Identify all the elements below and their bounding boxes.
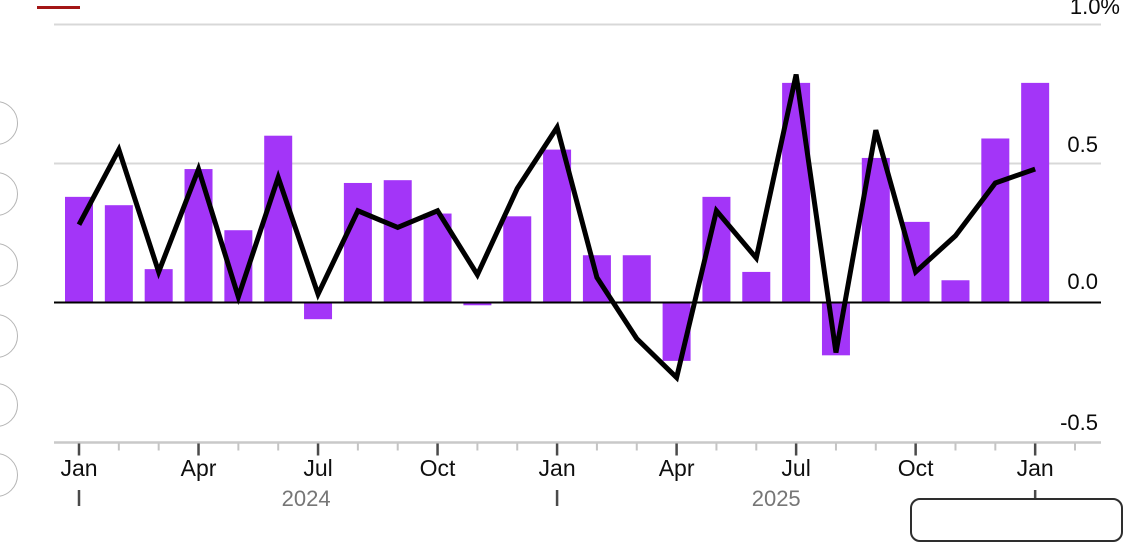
x-label-6-Jul: Jul (781, 455, 810, 481)
x-label-7-Oct: Oct (898, 455, 934, 481)
cpi-combo-chart: Jan Apr Jul Oct Jan Apr Jul Oct Jan 2024 2025 (54, 23, 1101, 509)
y-axis-label-1.0pct: 1.0% (1069, 0, 1120, 19)
x-label-2-Jul: Jul (303, 455, 332, 481)
bar-Nov-2024 (463, 302, 492, 306)
bar-Dec-2025 (981, 138, 1010, 303)
x-label-8-Jan: Jan (1017, 455, 1054, 481)
bar-Sep-2024 (383, 180, 412, 303)
bar-Jun-2024 (264, 135, 293, 303)
y-axis-label-neg0.5: -0.5 (1060, 410, 1098, 435)
bar-Aug-2024 (343, 182, 372, 303)
top-left-red-mark (37, 6, 80, 9)
period-selector-box[interactable] (910, 498, 1123, 542)
x-label-1-Apr: Apr (181, 455, 217, 481)
trend-line (76, 74, 1036, 383)
y-axis-label-0.0: 0.0 (1067, 269, 1098, 294)
bar-Jun-2025 (742, 271, 771, 303)
year-label-2024: 2024 (282, 486, 331, 509)
x-label-3-Oct: Oct (420, 455, 456, 481)
x-label-0-Jan: Jan (60, 455, 97, 481)
x-label-5-Apr: Apr (659, 455, 695, 481)
bar-Mar-2025 (622, 255, 651, 303)
x-label-4-Jan: Jan (539, 455, 576, 481)
y-axis-label-0.5: 0.5 (1067, 132, 1098, 157)
bar-Nov-2025 (941, 280, 970, 303)
bar-Dec-2024 (503, 216, 532, 303)
bar-Feb-2024 (104, 205, 133, 303)
bar-Jan-2024 (65, 196, 93, 303)
bar-Jan-2026 (1021, 82, 1050, 303)
bar-Jul-2024 (304, 302, 333, 320)
bar-Jan-2025 (543, 149, 572, 303)
year-label-2025: 2025 (752, 486, 801, 509)
